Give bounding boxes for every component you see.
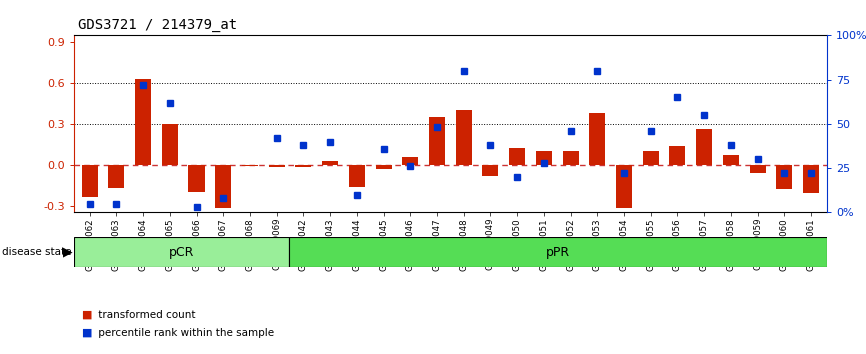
- Text: ■  transformed count: ■ transformed count: [82, 310, 196, 320]
- Bar: [456, 110, 472, 165]
- Text: pPR: pPR: [546, 246, 570, 259]
- Bar: [295, 165, 312, 167]
- Bar: [776, 165, 792, 189]
- Bar: [616, 165, 632, 208]
- Bar: [135, 79, 151, 165]
- Text: ■: ■: [82, 310, 93, 320]
- Bar: [669, 146, 685, 165]
- Text: ■: ■: [82, 328, 93, 338]
- Bar: [563, 151, 578, 165]
- Bar: [402, 156, 418, 165]
- Bar: [643, 151, 659, 165]
- Text: ▶: ▶: [62, 246, 73, 259]
- Bar: [289, 237, 827, 267]
- Bar: [322, 161, 338, 165]
- Bar: [162, 124, 178, 165]
- Bar: [189, 165, 204, 192]
- Bar: [81, 165, 98, 198]
- Bar: [349, 165, 365, 187]
- Bar: [696, 129, 712, 165]
- Bar: [429, 117, 445, 165]
- Bar: [482, 165, 499, 176]
- Bar: [509, 148, 525, 165]
- Bar: [536, 151, 552, 165]
- Bar: [376, 165, 391, 169]
- Text: pCR: pCR: [169, 246, 194, 259]
- Bar: [750, 165, 766, 173]
- Bar: [589, 113, 605, 165]
- Text: disease state: disease state: [2, 247, 71, 257]
- Bar: [74, 237, 289, 267]
- Text: ■  percentile rank within the sample: ■ percentile rank within the sample: [82, 328, 275, 338]
- Text: GDS3721 / 214379_at: GDS3721 / 214379_at: [78, 18, 237, 32]
- Bar: [242, 165, 258, 166]
- Bar: [803, 165, 819, 193]
- Bar: [723, 155, 739, 165]
- Bar: [108, 165, 125, 188]
- Bar: [216, 165, 231, 208]
- Bar: [268, 165, 285, 167]
